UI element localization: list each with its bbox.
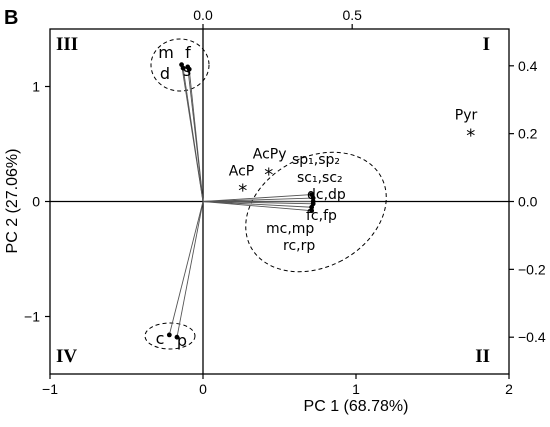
loading-tip-solvents [309,208,315,214]
loading-tip-solvents [309,204,315,210]
loading-tip-cp [174,334,180,340]
variable-label-s: s [183,61,191,80]
loading-tip-mfds [180,65,186,71]
loading-vector-solvents [202,201,314,205]
loading-vector-mfds [182,68,204,202]
group-ellipse-solvents [245,151,387,273]
loading-vector-solvents [202,201,312,212]
quadrant-label-III: III [56,34,78,55]
x-tick-label: −1 [42,381,58,397]
sample-marker-AcP: * [238,181,247,202]
loading-vector-solvents [202,194,312,202]
x-axis-title: PC 1 (68.78%) [304,398,409,415]
y-tick-label: 1 [32,79,40,95]
loading-vector-solvents [202,197,314,202]
top-tick-label: 0.5 [342,7,362,23]
loading-tip-mfds [186,66,192,72]
x-tick-label: 1 [352,381,360,397]
right-tick-label: −0.2 [518,261,546,277]
loading-vector-cp [176,201,204,338]
sample-label-AcPy: AcPy [253,147,287,163]
variable-label-f: f [185,43,191,62]
variable-label: rc,rp [283,238,315,254]
loading-vector-mfds [188,69,204,202]
loading-vector-cp [168,201,204,336]
x-tick-label: 2 [505,381,513,397]
sample-marker-Pyr: * [466,126,475,147]
group-ellipse-cp [144,322,196,350]
variable-label-m: m [158,43,174,62]
x-tick-label: 0 [199,381,207,397]
y-tick-label: −1 [24,309,40,325]
sample-label-AcP: AcP [229,164,254,180]
variable-label: sp₁,sp₂ [292,152,340,168]
right-tick-label: 0.4 [518,58,538,74]
quadrant-label-II: II [475,346,490,367]
loading-vectors [166,62,316,340]
y-axis-title: PC 2 (27.06%) [4,149,21,254]
loading-vector-solvents [202,201,312,208]
group-ellipses [144,38,387,350]
variable-label: dc,dp [307,187,346,203]
loading-tip-solvents [310,195,316,201]
variable-label-c: c [156,329,165,348]
variable-label-d: d [160,64,170,83]
loading-tip-cp [166,332,172,338]
group-ellipse-mfds [150,38,210,92]
panel-letter: B [4,7,18,29]
variable-label: sc₁,sc₂ [297,170,343,186]
sample-marker-AcPy: * [264,165,273,186]
right-tick-label: −0.4 [518,329,546,345]
variable-label-p: p [177,331,187,350]
variable-label: mc,mp [266,221,314,237]
quadrant-label-IV: IV [56,346,77,367]
y-tick-label: 0 [32,194,40,210]
axis-ticks: −1 0 1 2 −1 0 1 0.0 0.5 0.4 0.2 0.0 −0.2 −0.4 [24,7,546,397]
sample-label-Pyr: Pyr [455,108,478,124]
right-tick-label: 0.0 [518,194,538,210]
right-tick-label: 0.2 [518,126,538,142]
variable-label: fc,fp [306,208,337,224]
top-tick-label: 0.0 [193,7,213,23]
quadrant-label-I: I [483,34,490,55]
